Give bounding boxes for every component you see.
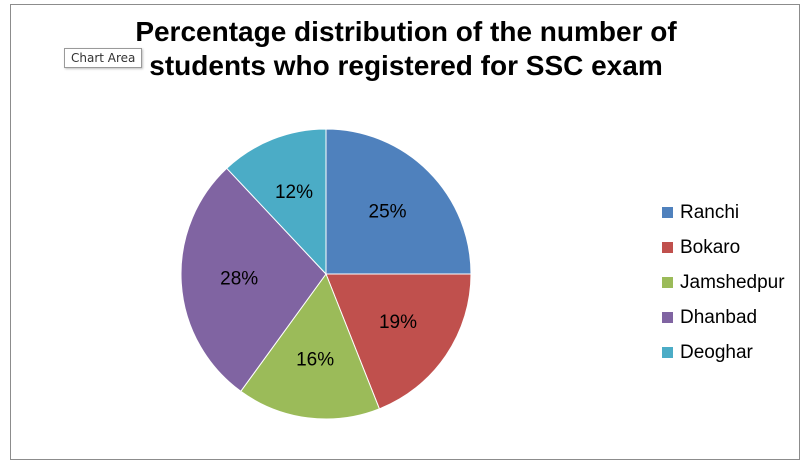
legend-item-dhanbad: Dhanbad (662, 300, 785, 335)
legend-swatch-deoghar (662, 347, 673, 358)
legend-label-deoghar: Deoghar (680, 341, 753, 363)
legend-item-jamshedpur: Jamshedpur (662, 265, 785, 300)
data-label-jamshedpur: 16% (296, 349, 334, 370)
legend-item-deoghar: Deoghar (662, 335, 785, 370)
pie-slice-ranchi[interactable] (325, 128, 472, 275)
legend-label-dhanbad: Dhanbad (680, 306, 758, 328)
legend-swatch-jamshedpur (662, 277, 673, 288)
legend-label-jamshedpur: Jamshedpur (680, 271, 785, 293)
pie-slice-jamshedpur[interactable] (240, 272, 381, 420)
pie-slice-dhanbad[interactable] (180, 167, 327, 393)
legend-swatch-bokaro (662, 242, 673, 253)
chart-title: Percentage distribution of the number of… (11, 15, 801, 83)
pie-slice-bokaro[interactable] (325, 273, 472, 410)
legend-label-bokaro: Bokaro (680, 236, 741, 258)
legend: Ranchi Bokaro Jamshedpur Dhanbad Deoghar (662, 195, 785, 370)
pie-slice-deoghar[interactable] (226, 128, 327, 276)
data-label-deoghar: 12% (275, 182, 313, 203)
data-label-ranchi: 25% (369, 201, 407, 222)
data-label-dhanbad: 28% (220, 268, 258, 289)
legend-item-ranchi: Ranchi (662, 195, 785, 230)
legend-label-ranchi: Ranchi (680, 201, 740, 223)
legend-swatch-ranchi (662, 207, 673, 218)
chart-title-line-1: Percentage distribution of the number of (135, 16, 677, 47)
legend-item-bokaro: Bokaro (662, 230, 785, 265)
chart-area-tooltip: Chart Area (64, 48, 143, 68)
chart-area[interactable]: Percentage distribution of the number of… (10, 4, 800, 460)
pie-chart: 25% 19% 16% 28% 12% (180, 128, 472, 420)
data-label-bokaro: 19% (379, 312, 417, 333)
chart-title-line-2: students who registered for SSC exam (149, 50, 663, 81)
legend-swatch-dhanbad (662, 312, 673, 323)
